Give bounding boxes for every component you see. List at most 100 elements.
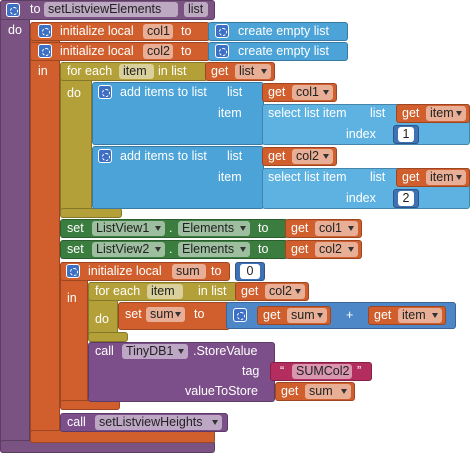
block-label: initialize local (60, 24, 134, 38)
create-empty-list (208, 22, 348, 41)
get-label: get (374, 308, 392, 322)
block-label: call (95, 344, 114, 358)
dropdown-arrow (456, 111, 462, 116)
block-label: for each (67, 64, 113, 78)
block-label: create empty list (238, 24, 330, 38)
mutator-icon (6, 3, 20, 17)
block-label: to (258, 242, 269, 256)
block-label: to (258, 221, 269, 235)
block-label: create empty list (238, 44, 330, 58)
block-label: to (181, 44, 192, 58)
field-text: item (430, 170, 454, 184)
field-text: col2 (147, 44, 170, 58)
param-field: list (184, 2, 208, 17)
field-text: col2 (319, 242, 342, 256)
block-label: set (67, 242, 84, 256)
block-label: index (346, 191, 376, 205)
local-block (60, 262, 88, 410)
block-label: do (95, 312, 109, 326)
property-field[interactable]: Elements (178, 242, 250, 257)
mutator-icon (215, 24, 229, 38)
block-label: index (346, 127, 376, 141)
dropdown-arrow (323, 90, 329, 95)
block-label: item (218, 106, 242, 120)
variable-field[interactable]: item (426, 106, 466, 121)
dropdown-arrow (317, 313, 323, 318)
field-text: col2 (296, 149, 319, 163)
quote: “ (280, 364, 285, 378)
dropdown-arrow (295, 289, 301, 294)
block-label: list (227, 149, 243, 163)
dropdown-arrow (175, 312, 181, 317)
block-label: to (30, 2, 41, 16)
get-label: get (402, 170, 420, 184)
dropdown-arrow (261, 69, 267, 74)
variable-field[interactable]: col2 (315, 242, 358, 257)
dropdown-arrow (212, 420, 218, 425)
dropdown-arrow (240, 247, 246, 252)
variable-field[interactable]: col2 (292, 149, 333, 164)
get-label: get (402, 106, 420, 120)
field-text: ListView1 (96, 221, 150, 235)
property-field[interactable]: Elements (178, 221, 250, 236)
dropdown-arrow (348, 226, 354, 231)
variable-name: item (147, 284, 183, 299)
field-text: sum (176, 264, 200, 278)
variable-field[interactable]: col1 (315, 221, 358, 236)
dropdown-arrow (178, 349, 184, 354)
block-label: in list (158, 64, 187, 78)
field-text: setListviewElements (48, 2, 162, 16)
block-label: list (227, 85, 243, 99)
component-field[interactable]: ListView1 (92, 221, 165, 236)
field-text: sum (309, 384, 333, 398)
procedure-block (0, 0, 30, 453)
block-label: select list item (268, 106, 347, 120)
dropdown-arrow (341, 389, 347, 394)
get-label: get (263, 308, 281, 322)
field-text: setListviewHeights (99, 415, 203, 429)
variable-field[interactable]: col2 (265, 284, 305, 299)
for-each-footer (88, 332, 128, 342)
block-label: do (8, 23, 22, 37)
block-label: for each (95, 284, 141, 298)
quote: ” (357, 364, 362, 378)
for-each-block (60, 62, 92, 218)
get-label: get (241, 284, 259, 298)
variable-name: item (119, 64, 154, 79)
field-text: item (402, 308, 426, 322)
variable-field[interactable]: item (398, 308, 442, 323)
field-text: list (188, 2, 204, 16)
block-label: in (67, 291, 77, 305)
variable-field[interactable]: list (235, 64, 271, 79)
block-label: select list item (268, 170, 347, 184)
block-label: set (67, 221, 84, 235)
get-label: get (268, 85, 286, 99)
component-field[interactable]: TinyDB1 (122, 344, 188, 359)
block-label: do (67, 86, 81, 100)
variable-field[interactable]: sum (287, 308, 327, 323)
get-label: get (291, 221, 309, 235)
block-label: . (169, 221, 173, 235)
get-label: get (211, 64, 229, 78)
mutator-icon (215, 44, 229, 58)
procedure-name: setListviewElements (44, 2, 178, 17)
dropdown-arrow (155, 247, 161, 252)
variable-field[interactable]: col1 (292, 85, 333, 100)
mutator-icon (66, 264, 80, 278)
variable-field[interactable]: sum (305, 384, 351, 399)
component-field[interactable]: ListView2 (92, 242, 165, 257)
variable-field[interactable]: sum (146, 307, 185, 322)
operator: + (346, 308, 354, 322)
block-label: list (370, 170, 386, 184)
mutator-icon (233, 308, 247, 322)
dropdown-arrow (432, 313, 438, 318)
field-text: col2 (269, 284, 292, 298)
field-text: col1 (296, 85, 319, 99)
variable-field[interactable]: item (426, 170, 466, 185)
variable-name: sum (172, 264, 206, 279)
dropdown-arrow (240, 226, 246, 231)
procedure-field[interactable]: setListviewHeights (95, 415, 222, 430)
field-text: Elements (182, 221, 235, 235)
field-text: col1 (319, 221, 342, 235)
